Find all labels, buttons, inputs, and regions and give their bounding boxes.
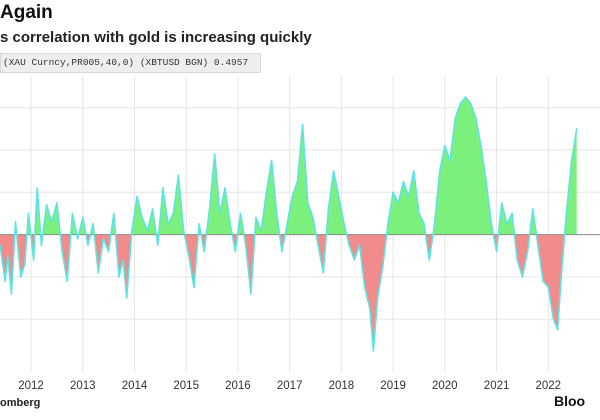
x-tick-label-2020: 2020 <box>432 380 458 392</box>
correlation-line <box>0 96 578 352</box>
x-tick-label-2016: 2016 <box>225 380 251 392</box>
chart-subtitle: s correlation with gold is increasing qu… <box>0 29 312 46</box>
x-tick-label-2015: 2015 <box>173 380 199 392</box>
series-legend: (XAU Curncy,PR005,40,0) (XBTUSD BGN) 0.4… <box>0 53 262 73</box>
legend-series-label: (XAU Curncy,PR005,40,0) (XBTUSD BGN) 0.4… <box>3 57 249 68</box>
x-tick-label-2013: 2013 <box>70 380 96 392</box>
x-tick-label-2022: 2022 <box>536 380 562 392</box>
x-axis-ticks: 2012 2013 2014 2015 2016 2017 2018 2019 2020 2021… <box>18 380 561 392</box>
source-note: omberg <box>0 397 41 409</box>
x-tick-label-2017: 2017 <box>277 380 303 392</box>
x-tick-label-2019: 2019 <box>380 380 406 392</box>
x-tick-label-2018: 2018 <box>329 380 355 392</box>
x-tick-label-2021: 2021 <box>484 380 510 392</box>
brand-logo-text: Bloo <box>554 393 586 409</box>
positive-area <box>0 97 577 235</box>
x-tick-label-2014: 2014 <box>122 380 148 392</box>
x-tick-label-2012: 2012 <box>18 380 44 392</box>
chart-title: Again <box>0 2 53 23</box>
